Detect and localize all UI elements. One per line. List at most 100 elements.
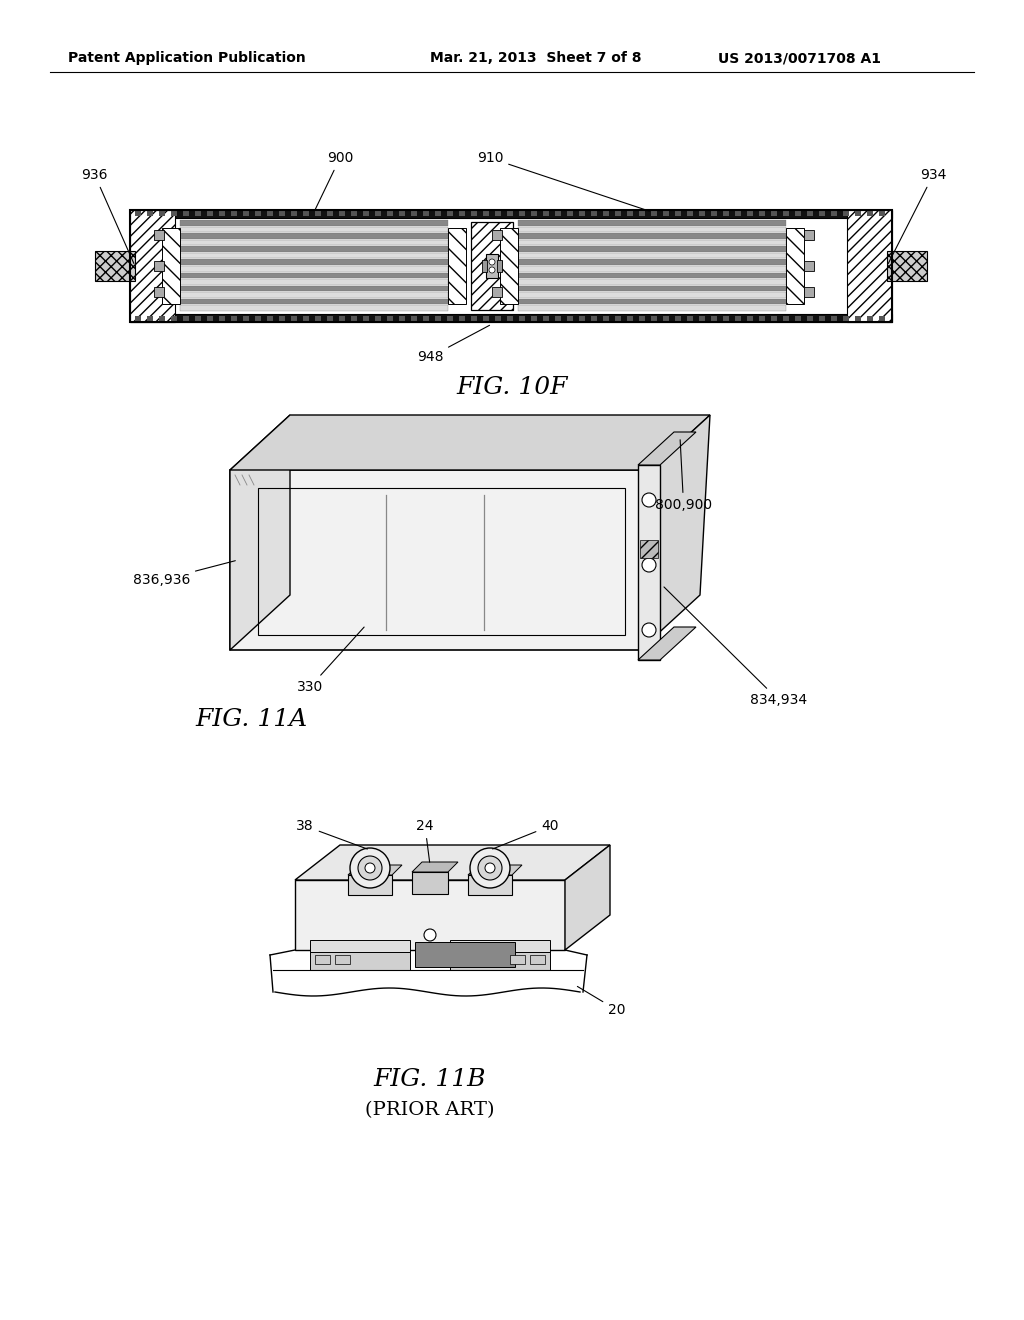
Bar xyxy=(519,315,525,321)
Bar xyxy=(735,211,741,216)
Bar xyxy=(171,211,177,216)
Polygon shape xyxy=(230,414,290,649)
Bar xyxy=(459,211,465,216)
Bar xyxy=(495,315,501,321)
Polygon shape xyxy=(230,470,650,649)
Bar xyxy=(497,260,502,272)
Bar xyxy=(591,211,597,216)
Bar xyxy=(771,211,777,216)
Bar xyxy=(795,315,801,321)
Text: FIG. 11A: FIG. 11A xyxy=(195,709,307,731)
Bar xyxy=(450,952,550,970)
Bar xyxy=(471,211,477,216)
Bar xyxy=(180,267,449,272)
Bar xyxy=(615,211,621,216)
Bar xyxy=(231,315,237,321)
Bar xyxy=(180,227,449,232)
Bar xyxy=(162,228,180,304)
Bar xyxy=(735,315,741,321)
Text: 20: 20 xyxy=(578,986,626,1016)
Bar xyxy=(180,272,449,279)
Bar xyxy=(759,211,765,216)
Bar xyxy=(687,211,693,216)
Bar xyxy=(195,315,201,321)
Bar xyxy=(651,315,657,321)
Text: 38: 38 xyxy=(296,818,368,849)
Bar xyxy=(447,315,453,321)
Bar xyxy=(154,230,164,240)
Bar xyxy=(180,279,449,285)
Bar xyxy=(786,228,804,304)
Polygon shape xyxy=(638,627,696,660)
Bar xyxy=(351,211,357,216)
Circle shape xyxy=(350,847,390,888)
Bar xyxy=(492,230,502,240)
Bar xyxy=(483,315,489,321)
Bar xyxy=(843,211,849,216)
Bar xyxy=(147,211,153,216)
Bar xyxy=(492,286,502,297)
Text: 800,900: 800,900 xyxy=(655,440,712,512)
Bar xyxy=(518,234,786,239)
Bar xyxy=(362,211,369,216)
Polygon shape xyxy=(230,414,710,470)
Bar xyxy=(627,211,633,216)
Bar xyxy=(471,222,513,310)
Circle shape xyxy=(489,267,495,273)
Bar xyxy=(183,315,189,321)
Bar xyxy=(495,211,501,216)
Bar xyxy=(411,211,417,216)
Bar xyxy=(130,210,892,322)
Polygon shape xyxy=(638,432,696,465)
Bar xyxy=(327,315,333,321)
Bar xyxy=(315,315,321,321)
Bar xyxy=(603,315,609,321)
Bar xyxy=(415,942,515,968)
Bar xyxy=(255,315,261,321)
Bar xyxy=(639,211,645,216)
Bar xyxy=(310,940,410,952)
Bar xyxy=(591,315,597,321)
Bar xyxy=(543,211,549,216)
Bar xyxy=(375,211,381,216)
Bar xyxy=(399,211,406,216)
Bar xyxy=(339,211,345,216)
Bar xyxy=(555,315,561,321)
Bar xyxy=(471,315,477,321)
Bar xyxy=(387,211,393,216)
Text: 834,934: 834,934 xyxy=(664,587,807,708)
Bar xyxy=(447,211,453,216)
Bar xyxy=(435,211,441,216)
Bar xyxy=(519,211,525,216)
Circle shape xyxy=(485,863,495,873)
Bar xyxy=(807,315,813,321)
Text: 40: 40 xyxy=(493,818,559,849)
Bar xyxy=(303,211,309,216)
Bar xyxy=(579,211,585,216)
Bar xyxy=(423,315,429,321)
Bar xyxy=(711,315,717,321)
Bar xyxy=(130,210,892,322)
Bar xyxy=(783,315,790,321)
Text: Mar. 21, 2013  Sheet 7 of 8: Mar. 21, 2013 Sheet 7 of 8 xyxy=(430,51,641,65)
Bar xyxy=(147,315,153,321)
Bar xyxy=(831,211,837,216)
Bar xyxy=(518,253,786,259)
Circle shape xyxy=(365,863,375,873)
Polygon shape xyxy=(348,865,402,875)
Bar xyxy=(579,315,585,321)
Bar xyxy=(663,315,669,321)
Text: 24: 24 xyxy=(416,818,434,862)
Bar xyxy=(867,211,873,216)
Bar xyxy=(831,315,837,321)
Bar xyxy=(207,315,213,321)
Bar xyxy=(375,315,381,321)
Bar xyxy=(518,285,786,292)
Bar xyxy=(348,875,392,895)
Text: US 2013/0071708 A1: US 2013/0071708 A1 xyxy=(718,51,881,65)
Bar xyxy=(399,315,406,321)
Bar xyxy=(180,285,449,292)
Bar xyxy=(500,228,518,304)
Bar xyxy=(267,211,273,216)
Circle shape xyxy=(470,847,510,888)
